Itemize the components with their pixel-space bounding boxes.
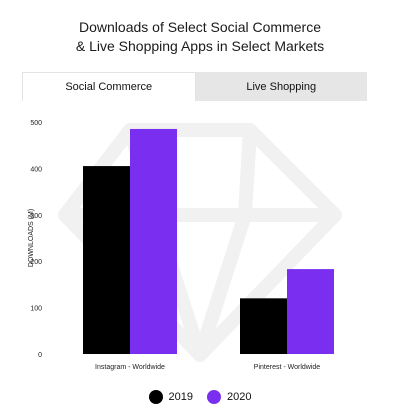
- legend-swatch-2020: [207, 390, 221, 404]
- legend-label-2019: 2019: [168, 391, 193, 403]
- x-axis-labels: Instagram - Worldwide Pinterest - Worldwi…: [95, 364, 320, 371]
- y-axis-label: DOWNLOADS (M): [28, 209, 35, 267]
- bar-2020-pinterest: [287, 269, 334, 354]
- legend: 2019 2020: [0, 390, 400, 404]
- legend-label-2020: 2020: [227, 391, 252, 403]
- y-tick-label: 400: [30, 166, 42, 173]
- tab-social-commerce[interactable]: Social Commerce: [22, 72, 196, 101]
- y-tick-label: 100: [30, 306, 42, 313]
- y-tick-label: 0: [38, 352, 42, 359]
- chart-title-line-2: & Live Shopping Apps in Select Markets: [75, 38, 325, 54]
- y-tick-label: 300: [30, 213, 42, 220]
- bar-2019-instagram: [83, 166, 130, 354]
- chart-tabs: Social Commerce Live Shopping: [22, 72, 367, 101]
- y-axis: 0 100 200 300 400 500: [30, 120, 42, 359]
- chart-title-line-1: Downloads of Select Social Commerce: [79, 19, 321, 35]
- bar-2020-instagram: [130, 128, 177, 354]
- legend-item-2019: 2019: [148, 390, 193, 404]
- bar-2019-pinterest: [240, 298, 287, 354]
- y-tick-label: 200: [30, 259, 42, 266]
- legend-swatch-2019: [148, 390, 163, 404]
- x-category-label: Pinterest - Worldwide: [254, 364, 321, 371]
- x-category-label: Instagram - Worldwide: [95, 364, 165, 371]
- bars-group: [83, 128, 334, 354]
- y-tick-label: 500: [30, 120, 42, 127]
- tab-live-shopping[interactable]: Live Shopping: [195, 72, 367, 101]
- chart-title: Downloads of Select Social Commerce & Li…: [0, 18, 400, 56]
- legend-item-2020: 2020: [207, 390, 251, 404]
